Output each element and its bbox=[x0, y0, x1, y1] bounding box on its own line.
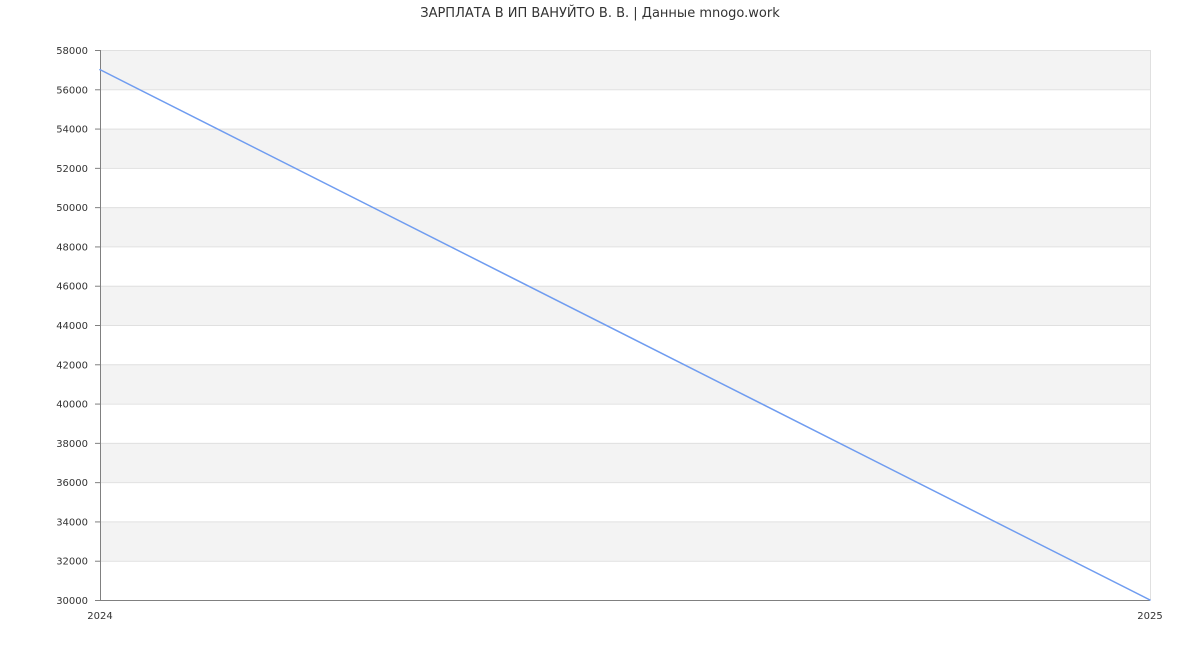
grid-band bbox=[100, 50, 1150, 90]
x-tick-label: 2025 bbox=[1137, 611, 1162, 622]
y-tick-label: 34000 bbox=[56, 517, 88, 528]
data-point bbox=[99, 68, 101, 71]
grid-band bbox=[100, 560, 1150, 600]
y-tick-label: 44000 bbox=[56, 321, 88, 332]
grid-band bbox=[100, 442, 1150, 483]
y-tick-label: 36000 bbox=[56, 478, 88, 489]
y-tick-label: 56000 bbox=[56, 85, 88, 96]
y-tick-label: 58000 bbox=[56, 46, 88, 57]
grid-band bbox=[100, 364, 1150, 404]
chart-title: ЗАРПЛАТА В ИП ВАНУЙТО В. В. | Данные mno… bbox=[420, 6, 780, 21]
x-tick-label: 2024 bbox=[87, 611, 112, 622]
y-tick-label: 40000 bbox=[56, 400, 88, 411]
grid-band bbox=[100, 285, 1150, 325]
grid-band bbox=[100, 167, 1150, 208]
grid-band bbox=[100, 246, 1150, 286]
y-tick-label: 52000 bbox=[56, 164, 88, 175]
data-point bbox=[1149, 599, 1151, 601]
grid-band bbox=[100, 482, 1150, 522]
y-tick-label: 46000 bbox=[56, 282, 88, 293]
y-tick-label: 42000 bbox=[56, 360, 88, 371]
y-tick-label: 54000 bbox=[56, 125, 88, 136]
grid-band bbox=[100, 521, 1150, 561]
y-tick-label: 30000 bbox=[56, 596, 88, 607]
grid-band bbox=[100, 207, 1150, 247]
y-tick-label: 48000 bbox=[56, 242, 88, 253]
grid-band bbox=[100, 128, 1150, 168]
grid-band bbox=[100, 89, 1150, 129]
grid-band bbox=[100, 403, 1150, 443]
series-line bbox=[99, 68, 1151, 601]
y-tick-label: 38000 bbox=[56, 439, 88, 450]
y-tick-label: 50000 bbox=[56, 203, 88, 214]
grid-band bbox=[100, 325, 1150, 365]
y-tick-label: 32000 bbox=[56, 557, 88, 568]
